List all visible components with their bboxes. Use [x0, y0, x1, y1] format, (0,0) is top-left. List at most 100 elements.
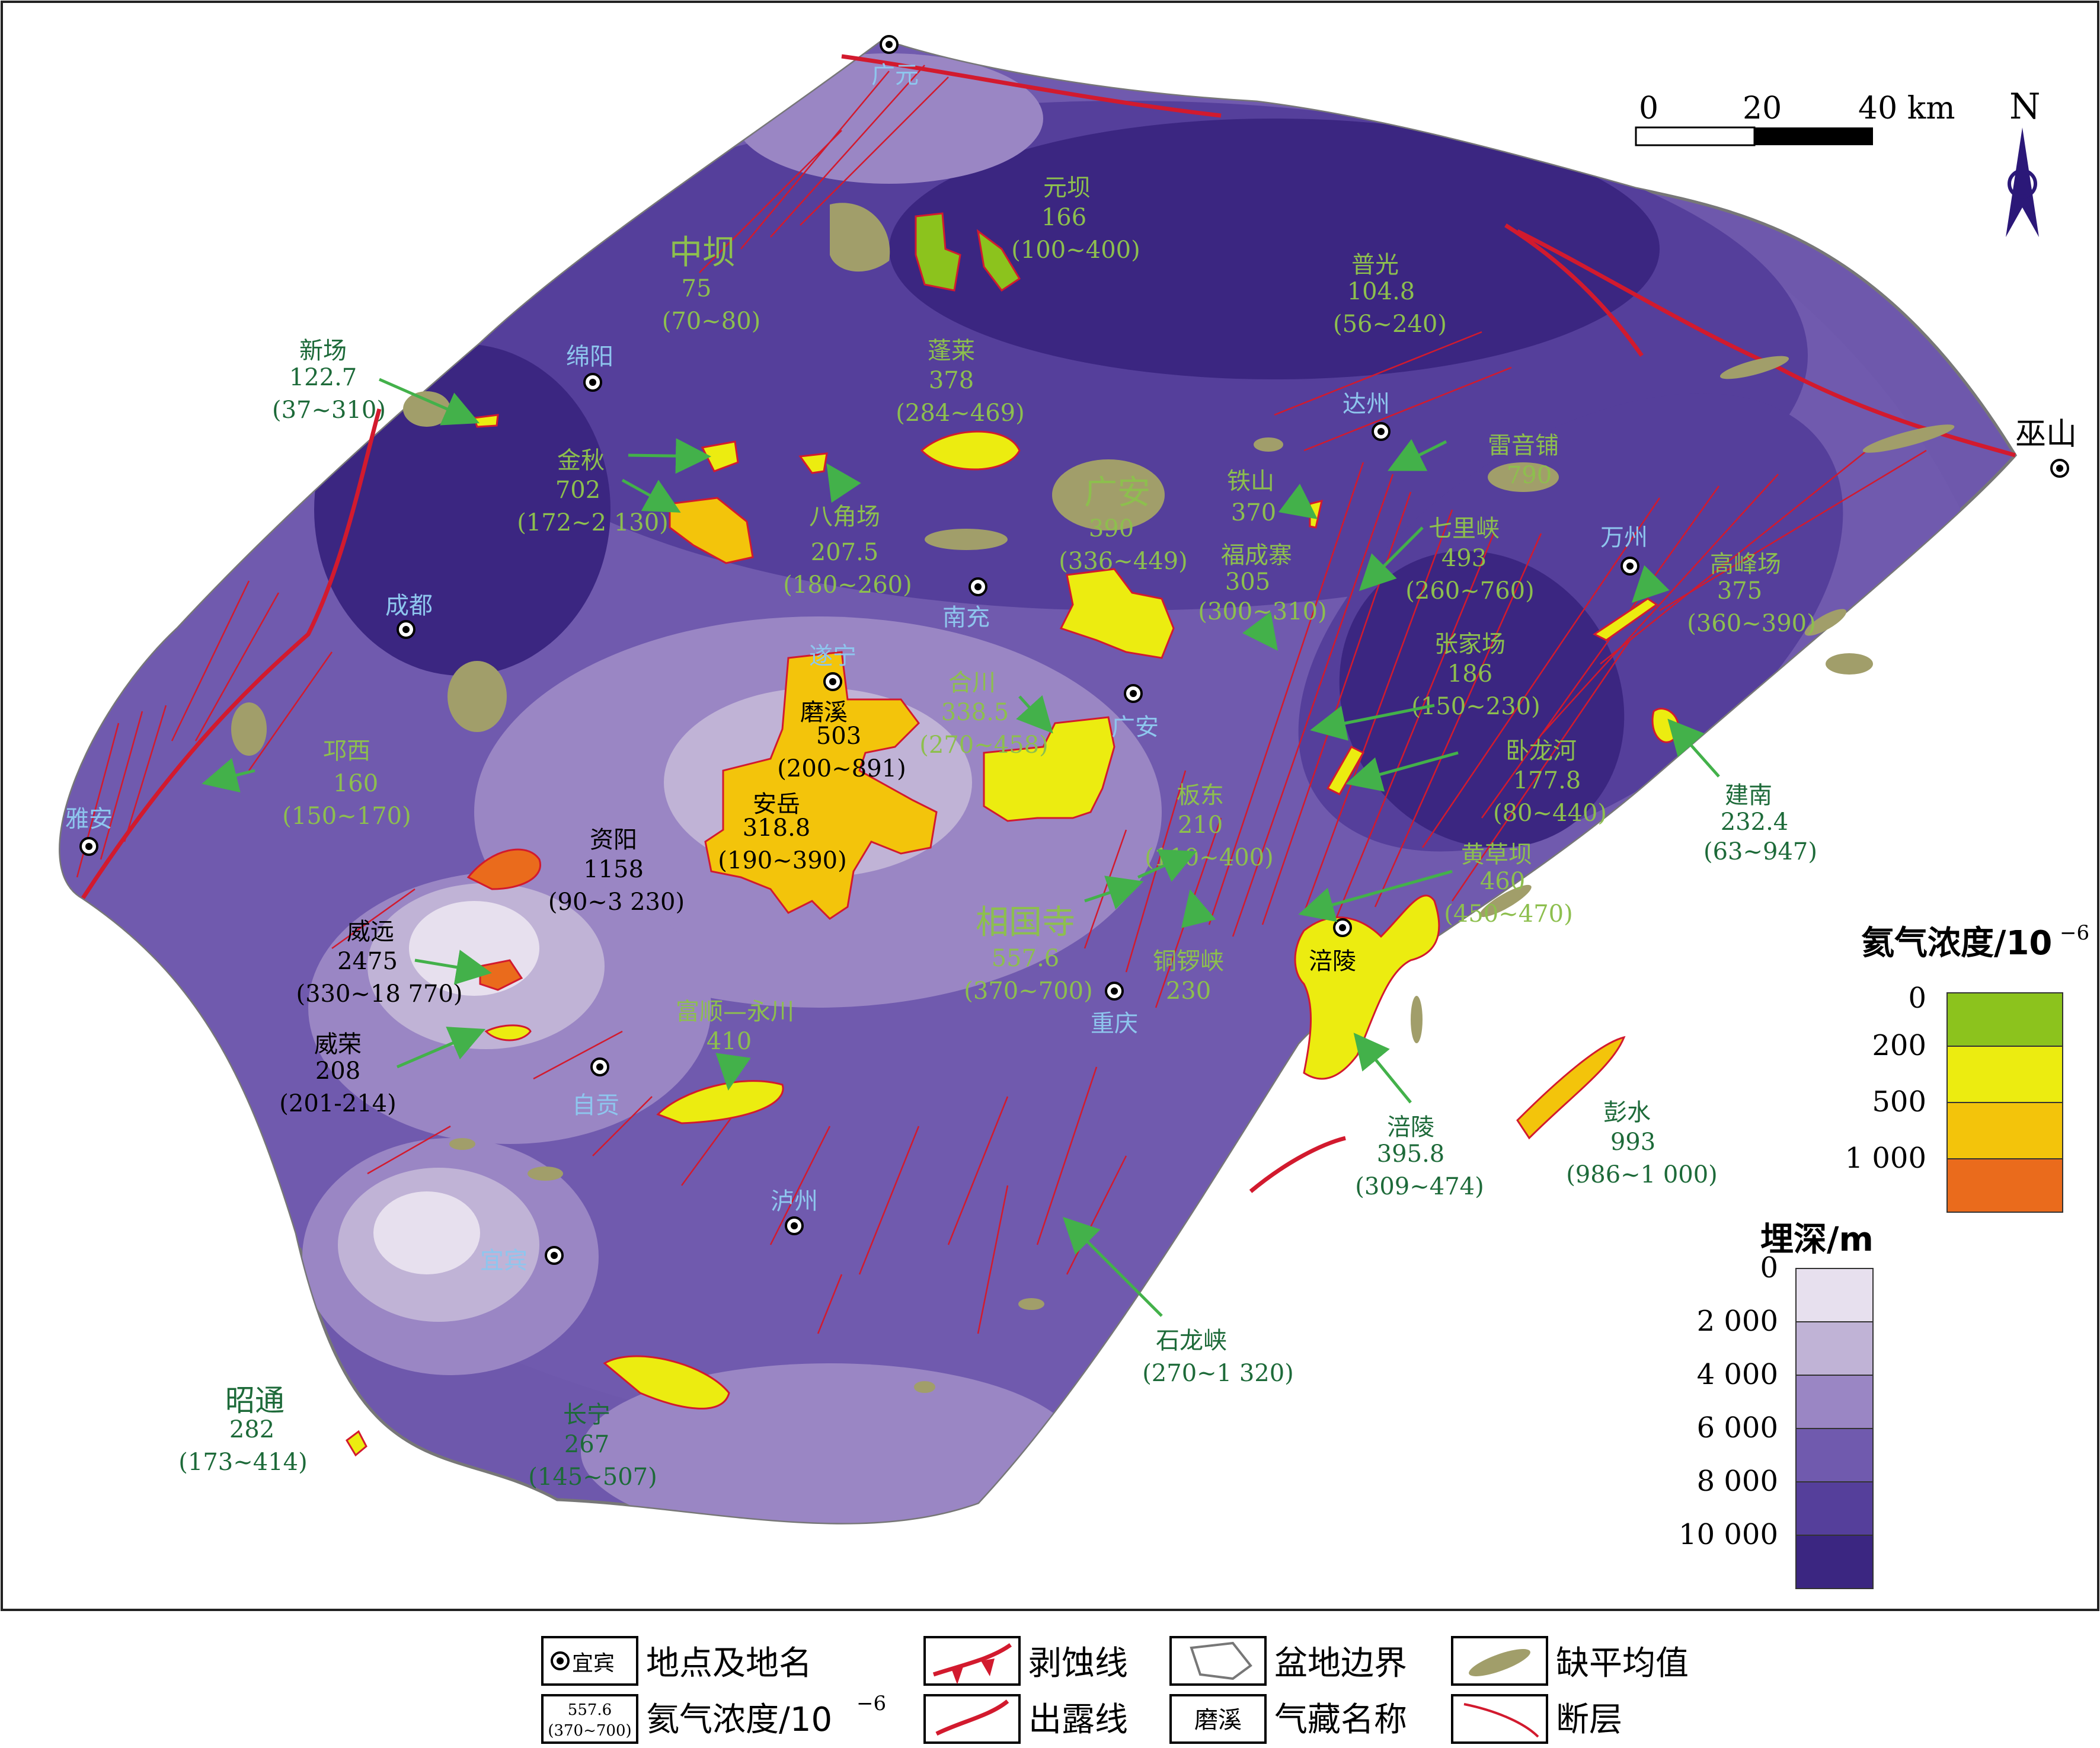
svg-text:万州: 万州 [1600, 524, 1648, 551]
svg-text:210: 210 [1178, 811, 1223, 839]
svg-text:新场: 新场 [299, 337, 347, 365]
svg-text:威远: 威远 [347, 918, 394, 945]
legend-location: 宜宾 地点及地名 [541, 1636, 812, 1686]
label-zhongba: 中坝 75 (70~80) [662, 234, 761, 335]
svg-text:(300~310): (300~310) [1198, 598, 1327, 625]
svg-text:宜宾: 宜宾 [480, 1247, 528, 1274]
city-chongqing: 重庆 [1091, 982, 1138, 1037]
svg-text:390: 390 [1089, 515, 1134, 542]
helium-tick-500: 500 [1872, 1085, 1926, 1119]
outcrop-line-east [1504, 223, 1644, 357]
svg-text:泸州: 泸州 [771, 1188, 818, 1215]
svg-text:(336~449): (336~449) [1059, 548, 1187, 575]
svg-text:(270~458): (270~458) [919, 731, 1048, 759]
svg-text:南充: 南充 [942, 604, 990, 631]
outcrop-line-north [841, 54, 1222, 118]
svg-text:(200~891): (200~891) [777, 755, 906, 782]
svg-text:557.6: 557.6 [992, 945, 1060, 972]
svg-text:(172~2 130): (172~2 130) [517, 509, 669, 536]
svg-text:75: 75 [682, 275, 712, 302]
bottom-legend: 宜宾 地点及地名 剥蚀线 盆地边界 缺平均值 557.6 (370~700) 氦… [541, 1636, 1689, 1744]
svg-text:2475: 2475 [337, 948, 398, 975]
label-bajiaochang: 八角场 207.5 (180~260) [783, 503, 912, 599]
svg-text:巫山: 巫山 [2015, 417, 2077, 452]
svg-text:282: 282 [229, 1416, 274, 1443]
scale-bar: 0 20 40 km [1635, 91, 1955, 146]
svg-text:威荣: 威荣 [314, 1031, 362, 1058]
svg-text:230: 230 [1166, 977, 1211, 1005]
svg-text:503: 503 [816, 723, 861, 750]
svg-text:富顺—永川: 富顺—永川 [676, 998, 794, 1025]
label-leiyinpu: 雷音铺 790 [1488, 432, 1559, 489]
svg-text:160: 160 [333, 770, 378, 797]
label-weiyuan: 威远 2475 (330~18 770) [296, 918, 462, 1008]
svg-text:昭通: 昭通 [225, 1383, 285, 1418]
city-guangyuan: 广元 [871, 35, 919, 89]
svg-text:(150~170): (150~170) [282, 803, 411, 830]
svg-text:安岳: 安岳 [753, 791, 800, 818]
label-qiongxi: 邛西 160 (150~170) [282, 737, 411, 830]
svg-text:缺平均值: 缺平均值 [1556, 1644, 1689, 1683]
svg-text:广安: 广安 [1111, 714, 1159, 741]
svg-text:166: 166 [1041, 204, 1086, 231]
city-ya-an: 雅安 [65, 806, 113, 856]
erosion-lines [81, 54, 2016, 1193]
helium-legend-title: 氦气浓度/10 [1861, 924, 2052, 963]
svg-text:气藏名称: 气藏名称 [1274, 1701, 1407, 1739]
legend-erosion: 剥蚀线 [923, 1636, 1128, 1686]
svg-text:断层: 断层 [1556, 1701, 1622, 1739]
svg-text:七里峡: 七里峡 [1428, 515, 1500, 542]
svg-text:邛西: 邛西 [323, 737, 370, 765]
svg-text:涪陵: 涪陵 [1387, 1114, 1434, 1141]
svg-text:(56~240): (56~240) [1333, 311, 1447, 338]
svg-text:(180~260): (180~260) [783, 571, 912, 599]
legend-boundary: 盆地边界 [1169, 1636, 1407, 1686]
svg-text:460: 460 [1480, 868, 1525, 895]
helium-legend-exp: −6 [2060, 921, 2089, 945]
svg-text:(450~470): (450~470) [1444, 900, 1572, 928]
svg-text:(370~700): (370~700) [964, 977, 1092, 1005]
svg-text:磨溪: 磨溪 [1194, 1707, 1242, 1734]
svg-text:卧龙河: 卧龙河 [1506, 737, 1577, 765]
svg-text:(260~760): (260~760) [1405, 577, 1534, 605]
svg-text:磨溪: 磨溪 [800, 699, 848, 726]
area-jinqiu-2 [669, 497, 754, 564]
depth-tick-6000: 6 000 [1697, 1411, 1778, 1445]
svg-text:318.8: 318.8 [743, 814, 811, 842]
city-markers: 广元 绵阳 达州 巫山 万州 成都 南充 遂宁 广安 雅安 重庆 涪陵 自贡 泸… [65, 35, 2077, 1274]
svg-text:(100~400): (100~400) [1011, 237, 1140, 264]
svg-text:338.5: 338.5 [941, 699, 1009, 726]
svg-text:557.6: 557.6 [568, 1701, 612, 1719]
area-yuanba-2 [976, 229, 1021, 292]
svg-text:铜锣峡: 铜锣峡 [1153, 948, 1224, 975]
helium-areas [346, 212, 1680, 1457]
svg-text:(370~700): (370~700) [548, 1722, 631, 1740]
svg-text:蓬莱: 蓬莱 [928, 337, 975, 365]
area-bajiaochang [798, 452, 828, 474]
svg-text:186: 186 [1447, 660, 1492, 688]
svg-text:地点及地名: 地点及地名 [646, 1644, 812, 1683]
label-xiangguosi: 相国寺 557.6 (370~700) [964, 903, 1092, 1005]
area-gaofengchang [1593, 597, 1658, 641]
city-fuling: 涪陵 [1309, 918, 1356, 975]
map-frame [1, 1, 2099, 1611]
svg-text:(173~414): (173~414) [178, 1449, 307, 1476]
depth-band-10000-north [889, 119, 1660, 379]
depth-band-10000-east [1339, 551, 1625, 848]
depth-legend-title: 埋深/m [1760, 1220, 1874, 1259]
svg-text:1158: 1158 [583, 856, 644, 883]
svg-text:493: 493 [1441, 545, 1487, 572]
city-wushan: 巫山 [2015, 417, 2077, 478]
svg-text:177.8: 177.8 [1513, 767, 1581, 794]
